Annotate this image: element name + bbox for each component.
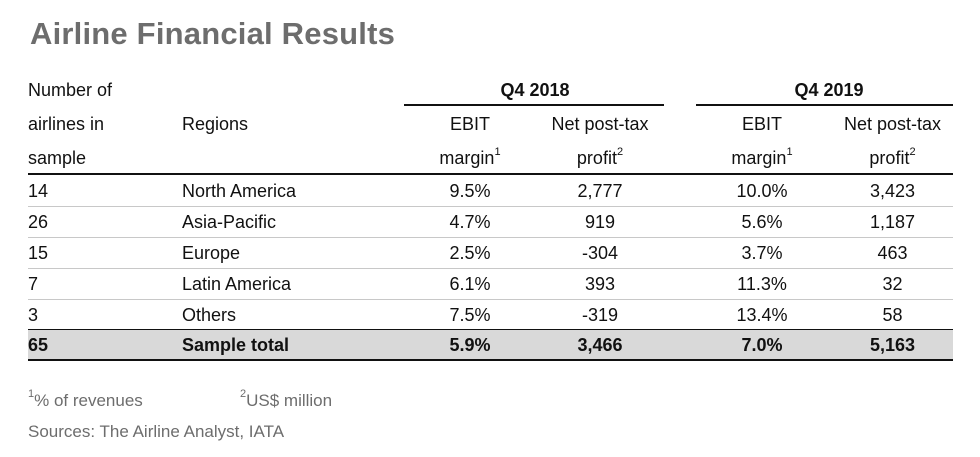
row-divider xyxy=(28,268,953,269)
ebit-2018: 4.7% xyxy=(449,212,491,232)
table-bottom-rule xyxy=(28,359,953,361)
row-divider xyxy=(28,299,953,300)
ebit-2018: 7.5% xyxy=(449,305,491,325)
ebit-2019-header-line1: EBIT xyxy=(741,114,782,134)
period-2018-rule xyxy=(404,104,664,106)
profit-2019: 3,423 xyxy=(869,181,916,201)
total-label: Sample total xyxy=(182,335,290,355)
profit-2019-header-line1: Net post-tax xyxy=(843,114,942,134)
profit-2019: 1,187 xyxy=(869,212,916,232)
count-header-line2: airlines in xyxy=(28,114,105,134)
region-name: Latin America xyxy=(182,274,292,294)
count-header-line1: Number of xyxy=(28,80,113,100)
airline-count: 15 xyxy=(28,243,49,263)
region-name: Asia-Pacific xyxy=(182,212,277,232)
row-divider xyxy=(28,206,953,207)
header-bottom-rule xyxy=(28,173,953,175)
total-row-background xyxy=(28,330,953,360)
ebit-2018: 9.5% xyxy=(449,181,491,201)
table-row: 15 Europe 2.5% -304 3.7% 463 xyxy=(28,237,953,268)
airline-count: 14 xyxy=(28,181,49,201)
region-name: Others xyxy=(182,305,237,325)
table-row: 14 North America 9.5% 2,777 10.0% 3,423 xyxy=(28,175,953,206)
row-divider xyxy=(28,237,953,238)
ebit-2019: 3.7% xyxy=(741,243,783,263)
ebit-2018: 2.5% xyxy=(449,243,491,263)
profit-2018: 393 xyxy=(584,274,616,294)
region-name: North America xyxy=(182,181,297,201)
total-ebit-2018: 5.9% xyxy=(449,335,491,355)
period-2019-rule xyxy=(696,104,953,106)
footnote-revenues: 1% of revenues xyxy=(28,388,143,410)
profit-2019: 58 xyxy=(882,305,903,325)
total-ebit-2019: 7.0% xyxy=(741,335,783,355)
airline-count: 3 xyxy=(28,305,39,325)
ebit-2019: 13.4% xyxy=(736,305,788,325)
total-top-rule xyxy=(28,329,953,330)
total-row: 65 Sample total 5.9% 3,466 7.0% 5,163 xyxy=(28,330,953,361)
table-row: 26 Asia-Pacific 4.7% 919 5.6% 1,187 xyxy=(28,206,953,237)
ebit-2018-header-line1: EBIT xyxy=(449,114,490,134)
total-count: 65 xyxy=(28,335,49,355)
table-row: 3 Others 7.5% -319 13.4% 58 xyxy=(28,299,953,330)
profit-2018-header-line2: profit2 xyxy=(576,146,624,169)
sources-note: Sources: The Airline Analyst, IATA xyxy=(28,422,285,441)
total-profit-2018: 3,466 xyxy=(577,335,623,355)
profit-2019: 32 xyxy=(882,274,903,294)
ebit-2019-header-line2: margin1 xyxy=(731,146,793,169)
profit-2019: 463 xyxy=(877,243,908,263)
profit-2018-header-line1: Net post-tax xyxy=(551,114,649,134)
period-2019-header: Q4 2019 xyxy=(794,80,864,100)
ebit-2019: 5.6% xyxy=(741,212,783,232)
airline-count: 7 xyxy=(28,274,39,294)
table-row: 7 Latin America 6.1% 393 11.3% 32 xyxy=(28,268,953,299)
regions-header: Regions xyxy=(182,114,249,134)
ebit-2019: 10.0% xyxy=(736,181,788,201)
profit-2018: -319 xyxy=(581,305,619,325)
ebit-2018-header-line2: margin1 xyxy=(439,146,501,169)
count-header-line3: sample xyxy=(28,148,87,168)
total-profit-2019: 5,163 xyxy=(869,335,916,355)
ebit-2018: 6.1% xyxy=(449,274,491,294)
profit-2018: -304 xyxy=(581,243,619,263)
page-title: Airline Financial Results xyxy=(30,16,396,51)
airline-count: 26 xyxy=(28,212,49,232)
profit-2018: 919 xyxy=(584,212,616,232)
profit-2019-header-line2: profit2 xyxy=(869,146,916,169)
profit-2018: 2,777 xyxy=(577,181,623,201)
region-name: Europe xyxy=(182,243,241,263)
footnote-currency: 2US$ million xyxy=(240,388,333,410)
period-2018-header: Q4 2018 xyxy=(500,80,570,100)
ebit-2019: 11.3% xyxy=(737,274,787,294)
